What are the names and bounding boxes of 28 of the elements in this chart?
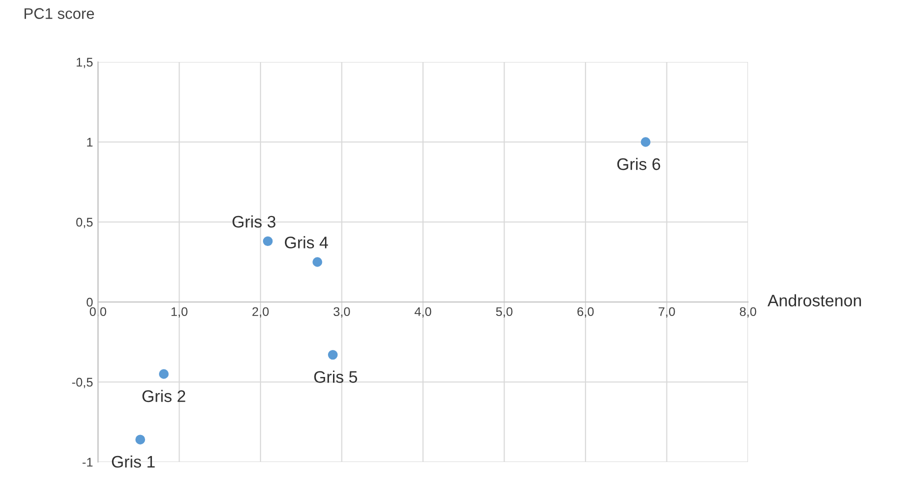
x-tick-label: 8,0 (740, 307, 756, 318)
annotation: Gris 3 (232, 215, 276, 228)
y-tick-label: -0,5 (72, 378, 93, 388)
x-tick-label: 6,0 (577, 307, 594, 318)
annotation: Gris 4 (284, 236, 328, 248)
y-tick-label: 1 (87, 138, 93, 147)
annotation: Gris 6 (617, 158, 660, 170)
point (328, 350, 338, 360)
y-axis-title: PC1 score (24, 8, 94, 19)
x-tick-label: 7,0 (658, 307, 675, 318)
x-tick-label: 1,0 (172, 307, 188, 318)
point (158, 369, 169, 379)
y-tick-label: -1 (82, 458, 93, 467)
point (262, 236, 273, 246)
x-tick-label: 4,0 (414, 307, 432, 318)
y-tick-label: 0,5 (76, 218, 93, 228)
x-tick-label: 3,0 (334, 307, 350, 318)
x-axis-title: Androstenon (768, 294, 861, 306)
x-tick-label: 2,0 (252, 307, 269, 318)
x-tick-label: 5,0 (496, 307, 512, 318)
y-tick-label: 1,5 (76, 58, 93, 68)
point (135, 434, 146, 444)
annotation: Gris 2 (142, 390, 186, 402)
point (312, 257, 322, 267)
y-tick-label: 0 (86, 298, 93, 307)
annotation: Gris 1 (112, 455, 155, 468)
point (640, 137, 650, 147)
annotation: Gris 5 (314, 370, 358, 383)
